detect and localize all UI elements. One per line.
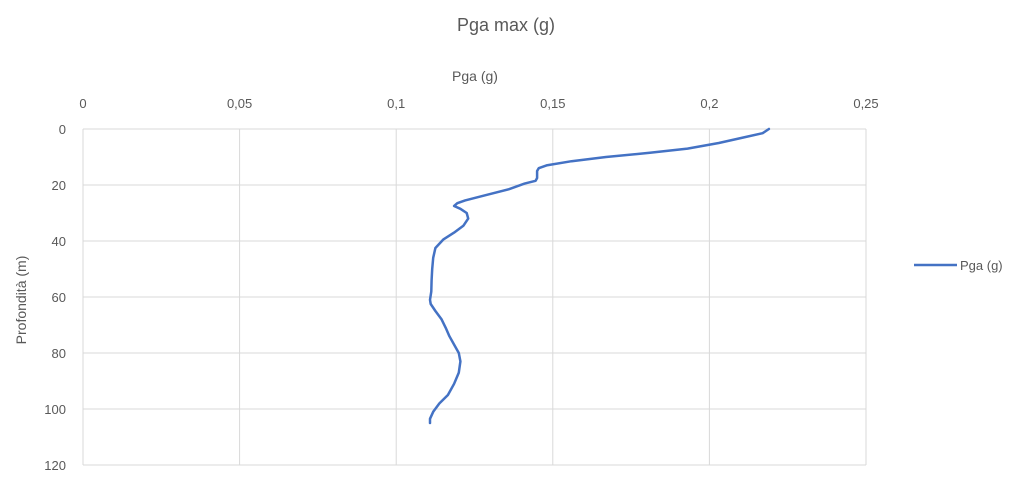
- legend-label: Pga (g): [960, 258, 1003, 273]
- chart-title: Pga max (g): [457, 15, 555, 35]
- y-tick-label: 120: [44, 458, 66, 473]
- x-tick-label: 0,25: [853, 96, 878, 111]
- series-layer: [428, 127, 771, 425]
- x-axis-title: Pga (g): [452, 68, 498, 84]
- y-tick-label: 20: [52, 178, 66, 193]
- x-tick-label: 0: [79, 96, 86, 111]
- y-tick-label: 100: [44, 402, 66, 417]
- tick-labels: 0 0,05 0,1 0,15 0,2 0,25 0 20 40 60 80 100 120: [44, 96, 878, 473]
- y-tick-label: 40: [52, 234, 66, 249]
- series-line: [428, 127, 771, 425]
- x-tick-label: 0,15: [540, 96, 565, 111]
- y-tick-label: 0: [59, 122, 66, 137]
- x-tick-label: 0,05: [227, 96, 252, 111]
- legend: Pga (g): [914, 258, 1003, 273]
- y-axis-title: Profondità (m): [13, 256, 29, 345]
- x-tick-label: 0,1: [387, 96, 405, 111]
- x-tick-label: 0,2: [700, 96, 718, 111]
- gridlines: [82, 128, 867, 466]
- y-tick-label: 60: [52, 290, 66, 305]
- y-tick-label: 80: [52, 346, 66, 361]
